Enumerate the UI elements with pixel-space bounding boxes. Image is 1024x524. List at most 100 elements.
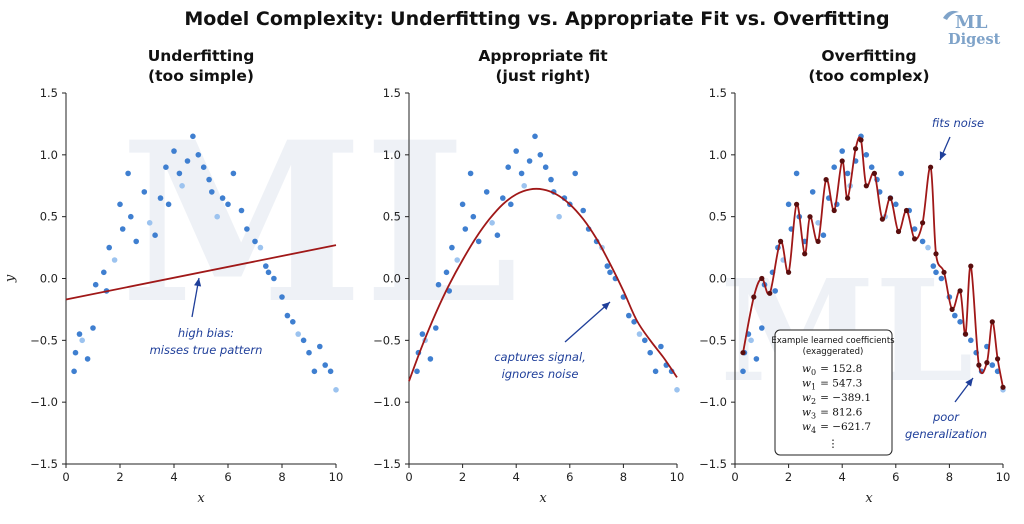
fit-knot (895, 228, 902, 235)
data-point (414, 368, 420, 375)
coefficients-frame (774, 329, 893, 456)
data-point (938, 275, 945, 282)
fit-knot (920, 220, 926, 226)
fit-knot (759, 275, 765, 282)
data-point (72, 349, 79, 356)
y-tick-label: 1.5 (40, 86, 58, 100)
data-point (508, 201, 514, 208)
data-point (133, 238, 139, 245)
data-point (179, 183, 185, 189)
fit-knot (802, 251, 808, 257)
data-point (238, 207, 245, 214)
svg-text:ML: ML (120, 93, 518, 352)
data-point (146, 220, 153, 226)
fit-knot (839, 158, 845, 164)
x-tick-label: 0 (731, 470, 738, 484)
y-tick-label: 1.0 (709, 148, 727, 162)
data-point (933, 269, 939, 276)
panel-appropriate-fit: Appropriate fit (just right) 0 2 4 6 8 10 1.5 1.0… (373, 47, 684, 506)
y-tick-label: 0.5 (709, 210, 727, 224)
data-point (911, 226, 918, 232)
data-point (195, 152, 202, 158)
data-point (548, 176, 554, 183)
fit-knot (807, 214, 813, 220)
panel-title-line-0: Overfitting (821, 47, 916, 65)
fit-knot (831, 207, 837, 214)
fit-knot (740, 350, 746, 356)
fit-knot (949, 306, 955, 312)
fit-knot (957, 288, 963, 294)
data-point (604, 263, 611, 269)
annotation-high-bias-line-0: high bias: (178, 326, 234, 340)
y-tick-label: 1.0 (40, 148, 58, 162)
y-tick-label: 1.5 (709, 86, 727, 100)
data-point (454, 257, 461, 263)
fit-knot (871, 170, 878, 176)
fit-knot (823, 177, 829, 183)
scatter-points (71, 133, 339, 393)
logo: ML Digest (943, 10, 1001, 48)
data-point (230, 170, 237, 177)
data-point (433, 325, 439, 331)
data-point (176, 170, 183, 177)
data-point (647, 349, 653, 356)
x-tick-label: 8 (620, 470, 627, 484)
data-point (753, 356, 760, 362)
y-tick-label: 0.5 (40, 210, 58, 224)
data-point (219, 195, 226, 201)
data-point (925, 244, 931, 251)
data-point (209, 189, 215, 195)
data-point (257, 244, 264, 251)
data-point (327, 368, 334, 375)
fit-knot (794, 201, 800, 207)
data-point (333, 387, 339, 393)
fit-knot (984, 360, 990, 366)
logo-line2: Digest (948, 31, 1001, 48)
data-point (809, 189, 816, 195)
y-tick-label: 0.0 (40, 272, 58, 286)
data-point (106, 244, 112, 251)
x-tick-label: 0 (405, 470, 412, 484)
y-tick-label: 1.5 (383, 86, 401, 100)
data-point (772, 288, 778, 294)
x-tick-label: 4 (839, 470, 846, 484)
data-point (90, 325, 96, 331)
data-point (868, 164, 875, 170)
fit-knot (989, 319, 995, 325)
y-tick-label: −0.5 (699, 333, 727, 347)
fit-knot (751, 294, 757, 300)
annotation-poor-generalization-line-0: poor (932, 410, 960, 424)
fit-line (408, 187, 678, 382)
x-axis-label: x (197, 491, 205, 506)
data-point (79, 337, 85, 344)
y-tick-label: −1.5 (30, 457, 58, 471)
data-point (84, 356, 91, 362)
x-tick-label: 10 (670, 470, 685, 484)
data-point (626, 312, 632, 319)
x-tick-label: 2 (785, 470, 792, 484)
panel-title-line-0: Appropriate fit (478, 47, 608, 65)
coefficients-title-line-1: (exaggerated) (803, 347, 864, 357)
data-point (101, 269, 107, 276)
y-tick-label: 0.0 (709, 272, 727, 286)
data-point (111, 257, 118, 263)
data-point (542, 164, 549, 170)
coefficient-4: w4 = −621.7 (802, 421, 871, 435)
main-title: Model Complexity: Underfitting vs. Appro… (184, 8, 889, 30)
data-point (322, 362, 329, 368)
fit-knot (941, 269, 947, 275)
data-point (740, 368, 746, 375)
fit-knot (928, 164, 934, 170)
annotation-arrow (564, 301, 611, 343)
data-point (290, 319, 296, 325)
panel-title-line-1: (too simple) (148, 67, 254, 85)
x-tick-label: 6 (566, 470, 573, 484)
data-point (265, 269, 272, 276)
x-axis-label: x (865, 491, 873, 506)
data-point (141, 189, 148, 195)
data-point (919, 238, 926, 245)
fit-line (65, 244, 337, 301)
data-point (494, 232, 501, 238)
data-point (190, 133, 196, 140)
logo-line1: ML (955, 12, 988, 33)
